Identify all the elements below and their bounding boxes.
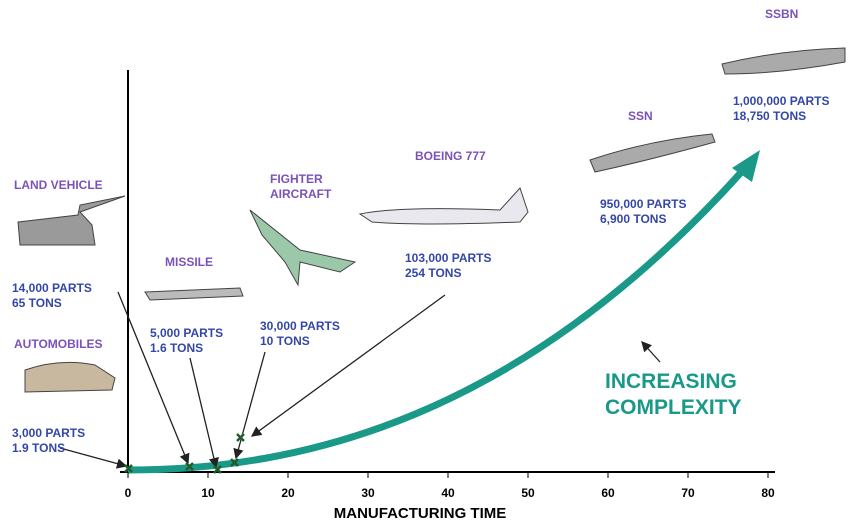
arrow	[117, 291, 190, 465]
ssbn-image	[721, 47, 846, 75]
x-ticks: 0 10 20 30 40 50 60 70 80	[125, 472, 775, 500]
item-title: SSN	[628, 109, 653, 123]
trend-arrowhead	[732, 150, 760, 182]
tick-label: 60	[601, 486, 615, 500]
tick-label: 40	[441, 486, 455, 500]
item-title: AUTOMOBILES	[14, 337, 102, 351]
fighter-image	[249, 209, 357, 287]
tick-label: 50	[521, 486, 535, 500]
arrow	[189, 357, 219, 469]
marker	[230, 458, 239, 467]
marker	[124, 464, 133, 473]
tick-label: 80	[761, 486, 775, 500]
airliner-image	[358, 187, 529, 225]
tank-image	[17, 195, 126, 246]
item-title: SSBN	[765, 7, 798, 21]
trend-curve	[127, 165, 748, 474]
axis-label: MANUFACTURING TIME	[334, 505, 507, 522]
arrow	[59, 447, 128, 469]
tick-label: 10	[201, 486, 215, 500]
item-spec: 3,000 PARTS	[12, 426, 85, 440]
item-title: AIRCRAFT	[270, 187, 332, 201]
tick-label: 0	[125, 486, 132, 500]
marker	[185, 462, 194, 471]
item-spec: 103,000 PARTS	[405, 251, 492, 265]
item-spec: 1.6 TONS	[150, 341, 203, 355]
vehicle-images	[17, 47, 846, 393]
car-image	[24, 361, 116, 393]
item-spec: 254 TONS	[405, 266, 461, 280]
ssn-image	[589, 133, 716, 173]
trend-label: COMPLEXITY	[605, 396, 742, 419]
item-title: BOEING 777	[415, 149, 486, 163]
item-spec: 6,900 TONS	[600, 212, 666, 226]
marker	[213, 465, 222, 474]
item-spec: 18,750 TONS	[733, 109, 806, 123]
item-spec: 65 TONS	[12, 296, 62, 310]
tick-label: 20	[281, 486, 295, 500]
item-spec: 5,000 PARTS	[150, 326, 223, 340]
item-spec: 1,000,000 PARTS	[733, 94, 830, 108]
point-markers	[124, 433, 245, 474]
item-title: FIGHTER	[270, 172, 323, 186]
axis: MANUFACTURING TIME	[120, 70, 775, 522]
arrow	[641, 341, 661, 363]
trend-label: INCREASING	[605, 370, 737, 393]
item-title: LAND VEHICLE	[14, 178, 103, 192]
item-spec: 14,000 PARTS	[12, 281, 92, 295]
marker	[236, 433, 245, 442]
tick-label: 70	[681, 486, 695, 500]
tick-label: 30	[361, 486, 375, 500]
missile-image	[144, 287, 244, 301]
pointer-arrows	[59, 291, 446, 469]
item-spec: 1.9 TONS	[12, 441, 65, 455]
arrow	[233, 351, 266, 460]
arrow	[250, 294, 446, 437]
item-spec: 950,000 PARTS	[600, 197, 687, 211]
item-title: MISSILE	[165, 255, 213, 269]
item-spec: 30,000 PARTS	[260, 319, 340, 333]
item-spec: 10 TONS	[260, 334, 310, 348]
